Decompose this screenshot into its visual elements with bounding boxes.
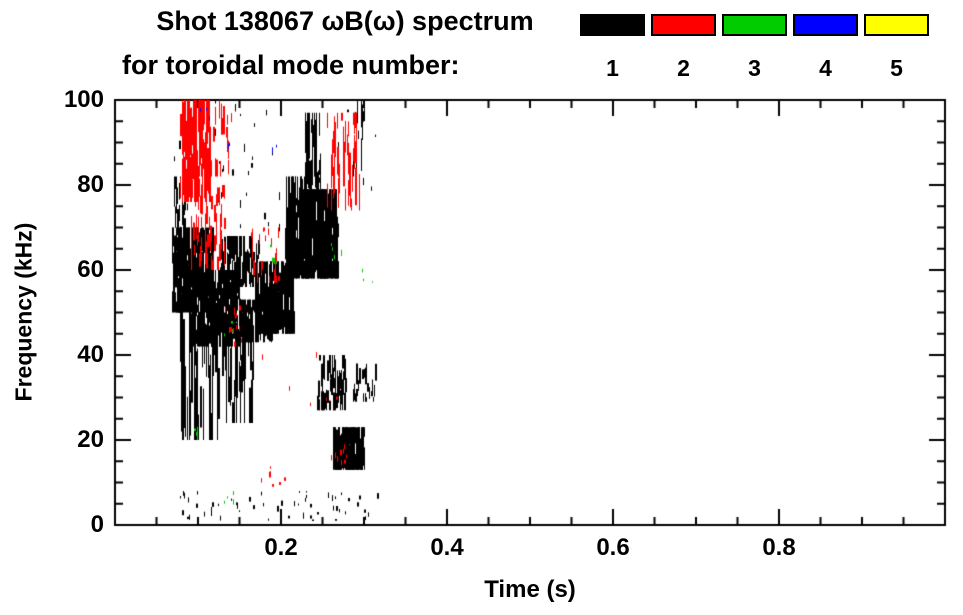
y-tick-label: 100 xyxy=(63,86,104,113)
legend-swatch-row xyxy=(580,14,929,36)
legend-swatch-mode-2 xyxy=(651,14,716,36)
y-tick-label: 80 xyxy=(77,171,104,198)
legend-swatch-mode-5 xyxy=(864,14,929,36)
y-tick-label: 40 xyxy=(77,341,104,368)
x-axis-label: Time (s) xyxy=(484,576,576,603)
chart-title: Shot 138067 ωB(ω) spectrum xyxy=(156,6,534,36)
x-tick-label: 0.8 xyxy=(762,534,796,561)
y-tick-label: 20 xyxy=(77,426,104,453)
y-tick-label: 0 xyxy=(90,511,104,538)
legend-number-label: 1 xyxy=(606,55,619,81)
legend-number-row: 1 2 3 4 5 xyxy=(580,55,935,82)
legend-swatch-mode-4 xyxy=(793,14,858,36)
legend-swatch-mode-1 xyxy=(580,14,645,36)
legend-number-label: 3 xyxy=(748,55,761,81)
y-axis-label: Frequency (kHz) xyxy=(10,222,37,402)
legend-swatch-mode-3 xyxy=(722,14,787,36)
x-tick-label: 0.6 xyxy=(596,534,630,561)
legend-number-label: 2 xyxy=(677,55,690,81)
x-tick-label: 0.4 xyxy=(430,534,464,561)
y-tick-label: 60 xyxy=(77,256,104,283)
legend-number-label: 4 xyxy=(819,55,832,81)
chart-subtitle: for toroidal mode number: xyxy=(122,50,460,80)
x-tick-label: 0.2 xyxy=(264,534,298,561)
legend-number-label: 5 xyxy=(890,55,903,81)
